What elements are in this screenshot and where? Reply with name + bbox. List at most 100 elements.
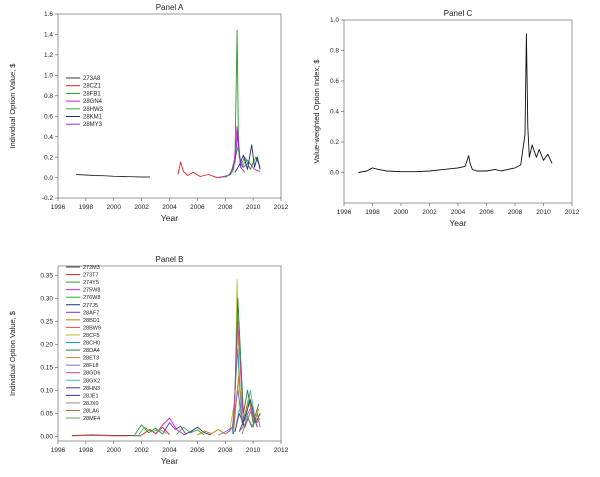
legend-label: 28LA6 (83, 408, 99, 414)
x-tick-label: 2004 (451, 209, 466, 216)
legend-label: 28KM1 (83, 115, 103, 121)
series-line-277J5 (183, 426, 212, 436)
x-axis-label: Year (161, 456, 178, 466)
x-axis-label: Year (161, 213, 178, 223)
legend-label: 276W8 (83, 295, 100, 301)
y-tick-label: 0.10 (40, 388, 53, 395)
y-tick-label: 1.4 (44, 32, 53, 39)
legend-label: 28GX2 (83, 378, 100, 384)
legend-label: 273A8 (83, 76, 101, 82)
series-line-28HW3 (225, 146, 261, 178)
x-tick-label: 2004 (162, 204, 177, 211)
legend-label: 28FL8 (83, 363, 99, 369)
y-tick-label: 1.6 (44, 11, 53, 18)
series-line-276W8 (176, 426, 205, 436)
y-tick-label: 0.6 (330, 78, 339, 85)
y-tick-label: 0.4 (330, 109, 339, 116)
y-tick-label: 0.4 (44, 134, 53, 141)
legend-label: 28MF4 (83, 416, 100, 422)
series-line-28MF4 (138, 426, 167, 435)
panel-b: Panel B 1996 1998 2000 2002 2004 2006 2008 2010 2… (8, 255, 289, 466)
legend-label: 28CZ1 (83, 84, 102, 90)
y-tick-label: -0.2 (42, 195, 54, 202)
x-tick-label: 2000 (107, 204, 122, 211)
series-line-28JE1 (238, 399, 261, 432)
legend-label: 28DA4 (83, 348, 100, 354)
x-tick-label: 2006 (190, 447, 205, 454)
series-line-28LA6 (241, 412, 261, 435)
chart-title: Panel B (155, 255, 183, 264)
legend-label: 28HW3 (83, 107, 104, 113)
legend-label: 272M3 (83, 265, 100, 271)
legend-label: 28GN4 (83, 99, 103, 105)
x-tick-label: 2010 (246, 447, 261, 454)
x-tick-label: 2002 (134, 204, 149, 211)
x-tick-label: 2010 (536, 209, 551, 216)
plot-frame (343, 19, 573, 204)
legend-label: 28MY3 (83, 122, 103, 128)
y-tick-label: 0.6 (44, 113, 53, 120)
series-line-panel-c (358, 33, 553, 173)
y-tick-label: 0.0 (44, 175, 53, 182)
panel-a: Panel A 1996 1998 2000 2002 2004 2006 2008 2010 2… (8, 3, 289, 223)
y-tick-label: 0.00 (40, 434, 53, 441)
x-tick-label: 2008 (218, 204, 233, 211)
series-line-28BD1 (197, 429, 226, 436)
x-tick-label: 2012 (565, 209, 580, 216)
x-tick-label: 2010 (246, 204, 261, 211)
series-line-275W8 (155, 417, 184, 435)
x-axis-label: Year (449, 218, 466, 228)
y-tick-label: 1.2 (44, 52, 53, 59)
y-tick-label: 1.0 (44, 73, 53, 80)
chart-title: Panel C (444, 9, 473, 18)
x-tick-label: 2012 (274, 447, 289, 454)
x-tick-label: 2002 (134, 447, 149, 454)
panel-c: Panel C 1996 1998 2000 2002 2004 2006 2008 2010 2… (312, 9, 580, 228)
x-tick-label: 2002 (422, 209, 437, 216)
x-tick-label: 2006 (190, 204, 205, 211)
x-tick-label: 1998 (365, 209, 380, 216)
x-tick-label: 1998 (79, 204, 94, 211)
x-tick-label: 2000 (107, 447, 122, 454)
series-line-28FL8 (218, 389, 244, 436)
series-line-28CZ1 (177, 161, 226, 179)
legend-label: 28FB1 (83, 91, 101, 97)
x-tick-label: 2004 (162, 447, 177, 454)
x-tick-label: 2006 (479, 209, 494, 216)
x-tick-label: 2008 (508, 209, 523, 216)
x-tick-label: 1996 (337, 209, 352, 216)
y-tick-label: 0.25 (40, 318, 53, 325)
series-line-28AF7 (162, 422, 187, 435)
y-tick-label: 0.2 (44, 154, 53, 161)
legend-label: 277J5 (83, 303, 98, 309)
legend-label: 28ET3 (83, 356, 99, 362)
series-line-28MY3 (228, 131, 246, 176)
y-axis-label: Individual Option Value, $ (8, 63, 17, 149)
y-tick-label: 0.8 (330, 48, 339, 55)
y-tick-label: 1.0 (330, 17, 339, 24)
legend-label: 28AF7 (83, 310, 99, 316)
y-tick-label: 0.20 (40, 341, 53, 348)
y-tick-label: 0.2 (330, 139, 339, 146)
x-tick-label: 1998 (79, 447, 94, 454)
x-tick-label: 2012 (274, 204, 289, 211)
x-tick-label: 2000 (394, 209, 409, 216)
series-line-28GD6 (225, 320, 258, 435)
y-axis-label: Value-weighted Option Index, $ (312, 59, 321, 164)
legend-label: 28BW9 (83, 325, 101, 331)
legend-label: 28GD6 (83, 371, 100, 377)
legend-label: 28JX0 (83, 401, 99, 407)
series-line-28JX0 (238, 408, 261, 433)
series-line-273A8 (76, 174, 150, 178)
y-axis-label: Individual Option Value, $ (8, 310, 17, 396)
legend-label: 28CF5 (83, 333, 100, 339)
legend-label: 28JE1 (83, 393, 99, 399)
y-tick-label: 0.8 (44, 93, 53, 100)
series-line-28DA4 (233, 297, 260, 435)
y-tick-label: 0.15 (40, 365, 53, 372)
x-tick-label: 2008 (218, 447, 233, 454)
chart-title: Panel A (156, 3, 184, 12)
y-tick-label: 0.05 (40, 411, 53, 418)
